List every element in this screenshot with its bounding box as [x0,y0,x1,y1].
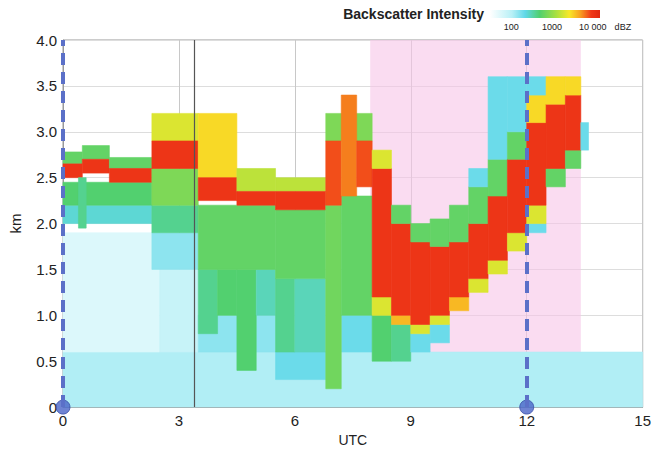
svg-text:4.0: 4.0 [36,32,57,49]
svg-text:15: 15 [634,412,651,429]
svg-text:1000: 1000 [542,22,562,32]
svg-text:3: 3 [175,412,183,429]
svg-text:100: 100 [504,22,519,32]
svg-text:0: 0 [48,398,57,416]
svg-text:2.0: 2.0 [36,215,57,232]
svg-text:dBZ: dBZ [615,22,632,32]
svg-text:3.0: 3.0 [36,123,57,140]
svg-text:9: 9 [407,412,415,429]
svg-text:0.5: 0.5 [36,353,57,370]
svg-text:12: 12 [518,412,536,430]
svg-text:6: 6 [291,412,299,429]
svg-text:Backscatter Intensity: Backscatter Intensity [343,6,484,22]
svg-text:km: km [7,214,24,234]
svg-text:1.5: 1.5 [36,261,57,278]
svg-text:0: 0 [58,412,68,430]
svg-text:10 000: 10 000 [579,22,607,32]
svg-text:1.0: 1.0 [36,307,57,324]
svg-text:2.5: 2.5 [36,169,57,186]
svg-text:3.5: 3.5 [36,77,57,94]
svg-text:UTC: UTC [338,432,367,448]
